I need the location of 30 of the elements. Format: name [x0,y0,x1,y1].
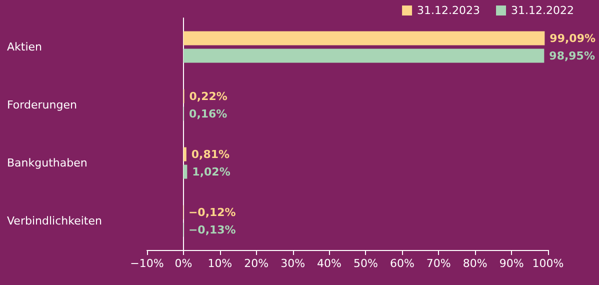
x-tick-label: 20% [244,257,269,270]
data-label: 0,22% [189,90,228,103]
bar [183,31,545,46]
data-label: −0,13% [188,223,236,236]
data-label: −0,12% [188,206,236,219]
y-tick-label: Verbindlichkeiten [7,214,102,228]
x-tick-label: 60% [390,257,414,270]
x-tick-label: 50% [354,257,378,270]
bar [183,48,544,63]
x-tick-label: 70% [426,257,451,270]
x-tick-label: 30% [280,257,306,270]
x-tick-label: −10% [130,257,164,270]
x-tick-label: 0% [174,257,192,270]
x-tick-label: 100% [532,257,564,270]
bar [183,164,188,179]
y-tick-label: Aktien [7,40,42,54]
x-tick-label: 40% [317,257,342,270]
data-label: 0,16% [189,107,228,120]
data-label: 98,95% [549,49,595,62]
data-label: 0,81% [191,148,230,161]
x-tick-label: 10% [208,257,232,270]
data-label: 1,02% [192,165,230,178]
bar [183,147,186,162]
x-tick-label: 80% [462,257,488,270]
x-tick-label: 90% [499,257,524,270]
legend-label: 31.12.2022 [511,4,574,17]
legend-label: 31.12.2023 [417,4,480,17]
y-tick-label: Bankguthaben [7,156,88,170]
y-tick-label: Forderungen [7,98,77,112]
data-label: 99,09% [550,32,596,45]
